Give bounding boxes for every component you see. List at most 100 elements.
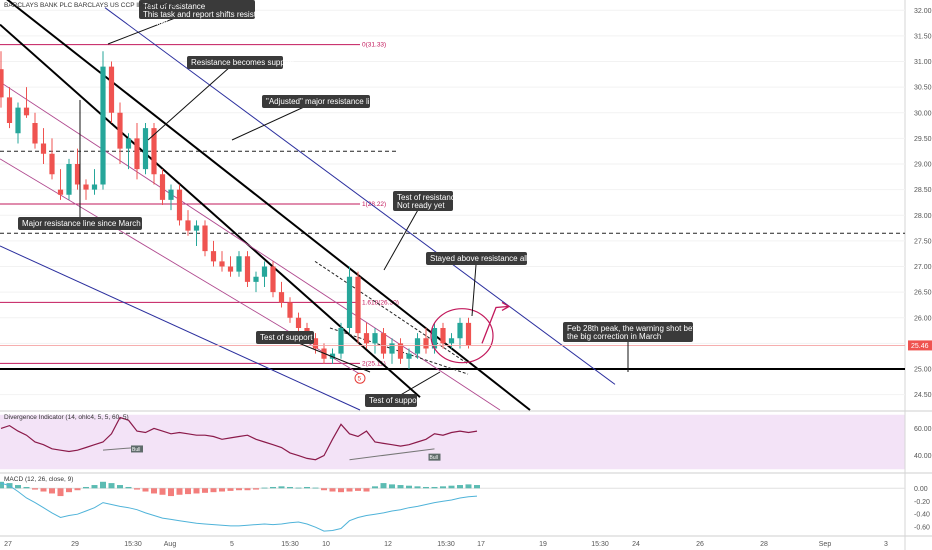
candle-body [372,333,378,344]
macd-histogram-bar [15,485,21,489]
price-tick-label: 27.50 [914,238,932,245]
candle-body [414,338,421,354]
macd-histogram-bar [278,486,285,489]
bull-divergence-line [349,448,435,461]
macd-histogram-bar [91,485,98,489]
annotation-box [365,394,417,407]
candle-body [151,128,157,175]
time-tick-label: 5 [230,541,234,548]
annotation-pointer [471,258,477,317]
macd-histogram-bar [142,488,149,492]
macd-histogram-bar [83,486,89,489]
bull-label: Bull [430,455,438,461]
annotation-line: Resistance becomes support [191,58,295,67]
annotation-line: Market rally is running out of steam [143,18,268,27]
price-tick-label: 26.50 [914,290,932,297]
symbol-title: BARCLAYS BANK PLC BARCLAYS US CCP IPATH … [4,2,183,9]
annotation-line: Major resistance line since March peak [22,219,161,228]
macd-histogram-bar [312,487,319,489]
fib-level-label: 1(28.22) [362,201,386,208]
macd-histogram-bar [100,481,106,489]
annotation-box [139,0,255,19]
macd-histogram-bar [23,486,30,489]
macd-histogram-bar [74,488,81,491]
time-tick-label: 15:30 [281,541,299,548]
annotation-line: Not ready yet [397,201,445,210]
annotation-layer: Test of resistance This task and report s… [18,0,707,407]
macd-histogram-bar [202,488,208,493]
outer-channel-line [104,7,616,385]
macd-histogram-bar [0,481,4,489]
macd-histogram-bar [338,488,344,493]
candle-body [100,66,106,185]
candle-body [125,138,132,149]
macd-title: MACD (12, 26, close, 9) [4,476,73,483]
price-tick-label: 27.00 [914,264,932,271]
candle-body [193,225,200,231]
time-tick-label: 15:30 [591,541,609,548]
candle-body [329,353,336,359]
time-tick-label: 27 [4,541,12,548]
highlight-circle [430,308,494,364]
annotation-text: Test of support [260,333,313,342]
drawing-layer: 5 [354,301,511,384]
candle-body [15,107,21,134]
divergence-line [0,416,478,461]
candle-body [176,189,183,221]
fib-level-label: 2(25.11) [362,360,386,367]
macd-histogram-bar [125,486,132,489]
macd-tick-label: -0.20 [914,499,930,506]
time-tick-label: 29 [71,541,79,548]
candle-body [210,251,217,262]
time-tick-label: 3 [884,541,888,548]
annotation-box [18,217,142,230]
price-tick-label: 30.00 [914,110,932,117]
time-tick-label: 19 [539,541,547,548]
annotation-text: Feb 28th peak, the warning shot before th… [567,324,707,341]
macd-histogram-bar [210,488,217,493]
candle-body [295,317,302,328]
macd-tick-label: -0.60 [914,525,930,532]
lower-channel-line [0,245,361,411]
candle-body [91,184,98,190]
candle-body [338,328,344,354]
oscillator-tick-label: 60.00 [914,426,932,433]
oscillator-tick-label: 40.00 [914,453,932,460]
bull-label-box [131,445,143,453]
price-tick-label: 24.50 [914,392,932,399]
candle-body [185,220,191,231]
candle-body [397,343,404,359]
event-marker-label: 5 [358,376,362,383]
annotation-text: Major resistance line since March peak [22,219,161,228]
candle-body [389,343,395,354]
candle-body [431,328,438,349]
annotation-box [262,95,370,108]
macd-histogram-bar [219,488,225,492]
candle-body [168,189,174,200]
candle-body [74,164,81,185]
divergence-band [0,414,905,470]
macd-histogram-bar [346,488,353,492]
annotation-text: Resistance becomes support [191,58,295,67]
divergence-indicator-pane: Bull Bull [0,416,478,461]
candle-body [355,276,361,334]
macd-histogram-bar [117,485,123,489]
macd-histogram-bar [253,488,259,490]
macd-histogram-bar [321,488,327,491]
projection-arrow [481,305,509,344]
time-tick-label: Aug [164,541,177,548]
time-tick-label: 28 [760,541,768,548]
annotation-line: the big correction in March [567,332,661,341]
time-tick-label: 26 [696,541,704,548]
macd-histogram-bar [168,488,174,497]
macd-histogram-bar [406,485,412,489]
candle-body [66,164,72,195]
macd-histogram-bar [372,486,378,489]
macd-histogram-bar [304,486,310,489]
macd-tick-label: -0.40 [914,512,930,519]
price-tick-label: 26.00 [914,315,932,322]
candle-body [142,128,149,170]
macd-line [0,482,478,532]
